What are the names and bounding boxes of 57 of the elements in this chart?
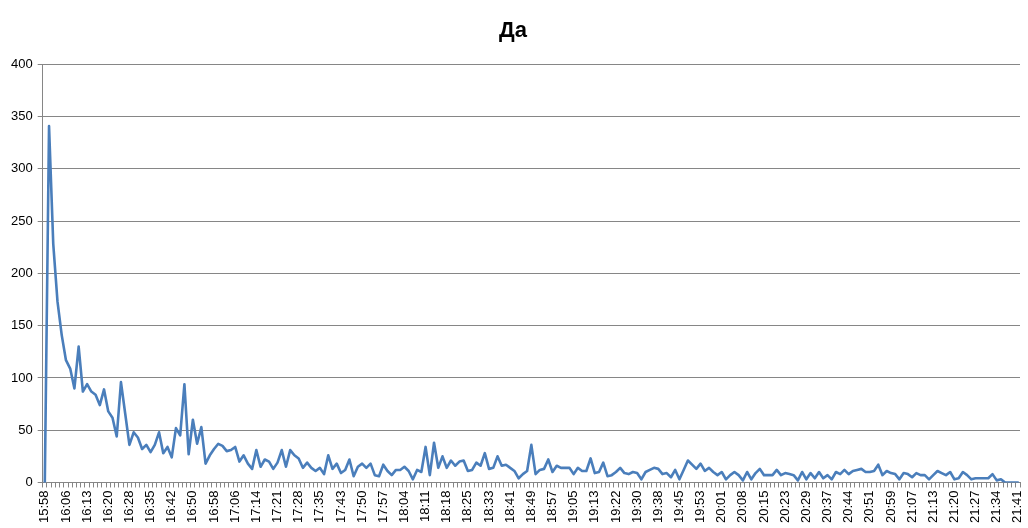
x-tick-label: 20:23: [776, 490, 792, 524]
x-tick-label: 18:33: [480, 490, 496, 524]
x-tick-label: 21:41: [1009, 490, 1025, 524]
x-tick-label: 17:35: [311, 490, 327, 524]
x-tick-label: 17:06: [226, 490, 242, 524]
x-tick-label: 17:50: [353, 490, 369, 524]
y-tick-label: 250: [10, 212, 33, 228]
y-tick-label: 50: [18, 421, 33, 437]
x-tick-label: 19:30: [628, 490, 644, 524]
x-tick-label: 20:51: [861, 490, 877, 524]
x-tick-label: 21:07: [903, 490, 919, 524]
x-tick-label: 18:57: [544, 490, 560, 524]
y-tick-label: 300: [10, 160, 33, 176]
x-tick-label: 16:35: [142, 490, 158, 524]
x-tick-label: 18:25: [459, 490, 475, 524]
x-tick-label: 16:50: [184, 490, 200, 524]
x-tick-label: 17:21: [269, 490, 285, 524]
x-tick-label: 17:28: [290, 490, 306, 524]
x-tick-label: 18:49: [522, 490, 538, 524]
x-tick-label: 17:57: [374, 490, 390, 524]
x-tick-label: 16:06: [57, 490, 73, 524]
x-tick-label: 18:18: [438, 490, 454, 524]
x-tick-label: 20:44: [840, 490, 856, 524]
x-tick-label: 16:58: [205, 490, 221, 524]
chart-title: Да: [499, 17, 528, 43]
y-tick-label: 350: [10, 108, 33, 124]
x-tick-label: 19:13: [586, 490, 602, 524]
x-tick-label: 20:29: [797, 490, 813, 524]
x-tick-label: 17:43: [332, 490, 348, 524]
x-tick-label: 18:11: [417, 490, 433, 523]
x-tick-label: 20:15: [755, 490, 771, 524]
x-tick-label: 19:53: [692, 490, 708, 524]
y-tick-label: 0: [25, 474, 33, 490]
x-tick-label: 16:13: [78, 490, 94, 524]
x-tick-label: 17:14: [247, 490, 263, 524]
x-tick-label: 15:58: [36, 490, 52, 524]
x-tick-label: 19:05: [565, 490, 581, 524]
x-tick-label: 21:13: [924, 490, 940, 524]
x-tick-label: 21:27: [967, 490, 983, 524]
x-tick-label: 18:41: [501, 490, 517, 524]
x-tick-label: 19:38: [649, 490, 665, 524]
y-tick-label: 400: [10, 55, 33, 71]
x-tick-label: 21:34: [988, 490, 1004, 524]
x-tick-label: 19:45: [671, 490, 686, 524]
x-tick-label: 19:22: [607, 490, 623, 524]
y-tick-label: 150: [10, 317, 33, 333]
x-tick-label: 20:08: [734, 490, 750, 524]
x-tick-label: 20:59: [882, 490, 898, 524]
y-tick-label: 100: [10, 369, 33, 385]
x-tick-label: 16:28: [121, 490, 136, 524]
y-tick-label: 200: [10, 265, 33, 281]
x-tick-label: 20:01: [713, 490, 729, 524]
x-tick-label: 20:37: [819, 490, 835, 524]
x-tick-label: 16:20: [99, 490, 115, 524]
x-tick-label: 21:20: [946, 490, 961, 524]
x-tick-label: 16:42: [163, 490, 179, 524]
x-tick-label: 18:04: [396, 490, 411, 524]
